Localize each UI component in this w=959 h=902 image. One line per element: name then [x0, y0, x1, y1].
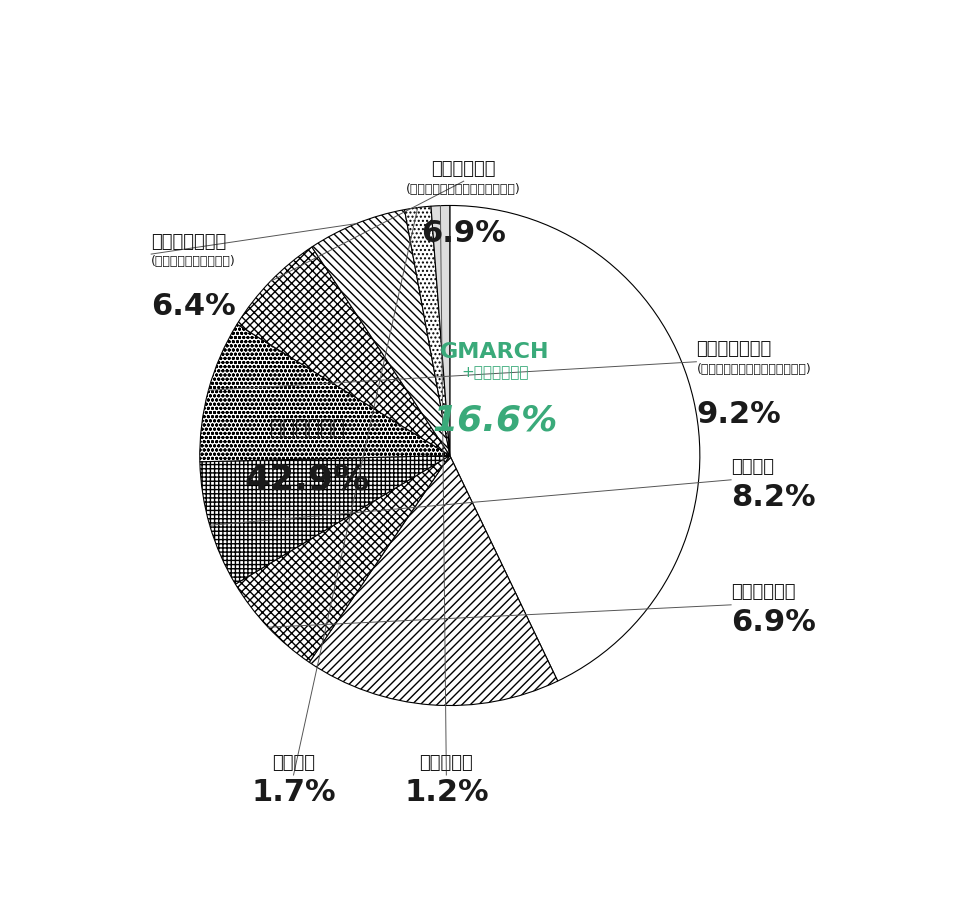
Wedge shape	[235, 456, 450, 662]
Wedge shape	[312, 209, 450, 456]
Text: (津田塾大学、大妻女子大学ほか): (津田塾大学、大妻女子大学ほか)	[407, 182, 521, 196]
Wedge shape	[450, 206, 700, 681]
Wedge shape	[199, 324, 450, 462]
Text: 難関女子大学: 難関女子大学	[432, 160, 496, 178]
Text: (薬学部、看護学部など): (薬学部、看護学部など)	[152, 255, 236, 269]
Text: 8.2%: 8.2%	[731, 483, 816, 512]
Text: 日東駒専: 日東駒専	[731, 458, 774, 476]
Text: 42.9%: 42.9%	[245, 463, 370, 496]
Text: 医療看護系大学: 医療看護系大学	[152, 233, 226, 251]
Text: (工学院大学、東京都市大学ほか): (工学院大学、東京都市大学ほか)	[696, 364, 811, 376]
Text: その他の大学: その他の大学	[269, 419, 345, 438]
Text: 16.6%: 16.6%	[433, 403, 557, 437]
Text: 1.7%: 1.7%	[251, 778, 336, 807]
Text: 6.9%: 6.9%	[731, 608, 816, 638]
Text: 成成明学國武: 成成明学國武	[731, 584, 796, 602]
Text: 1.2%: 1.2%	[404, 778, 489, 807]
Wedge shape	[405, 207, 450, 456]
Wedge shape	[431, 206, 450, 456]
Text: 6.9%: 6.9%	[421, 219, 506, 248]
Text: 9.2%: 9.2%	[696, 400, 782, 429]
Text: 国公立大学: 国公立大学	[419, 753, 473, 771]
Wedge shape	[199, 456, 450, 584]
Text: 東京４工業大学: 東京４工業大学	[696, 340, 772, 358]
Wedge shape	[309, 456, 558, 705]
Text: GMARCH: GMARCH	[440, 342, 550, 362]
Text: +東京理科大学: +東京理科大学	[461, 365, 528, 381]
Text: 専門学校: 専門学校	[272, 753, 316, 771]
Wedge shape	[237, 247, 450, 456]
Text: 6.4%: 6.4%	[152, 292, 236, 321]
